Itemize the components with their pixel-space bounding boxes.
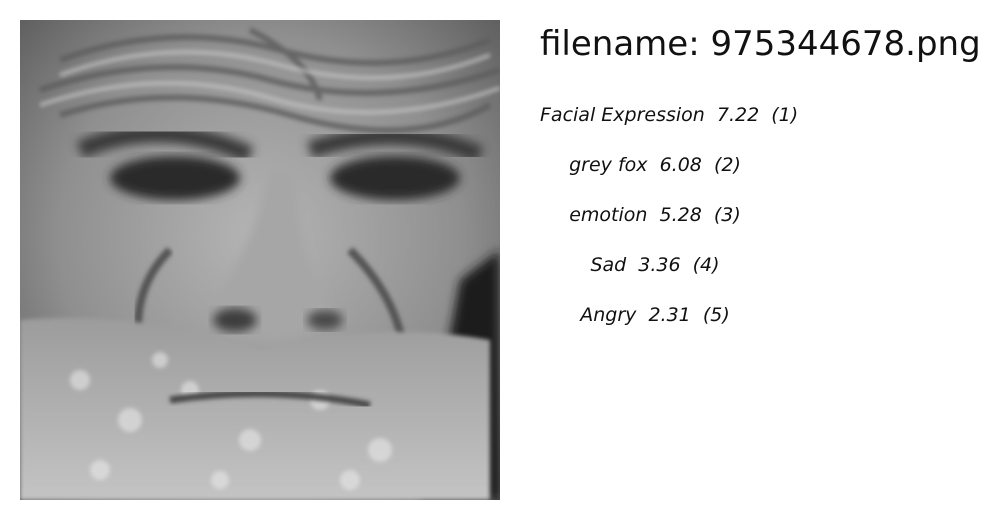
face-photo-graphic [20, 20, 500, 500]
tag-rank: (5) [702, 304, 730, 326]
tag-score: 6.08 [659, 154, 702, 176]
tag-row: Sad 3.36 (4) [540, 252, 770, 302]
tag-rank: (4) [692, 254, 720, 276]
tag-list: Facial Expression 7.22 (1) grey fox 6.08… [540, 102, 798, 352]
tag-row: grey fox 6.08 (2) [540, 152, 770, 202]
tag-score: 3.36 [638, 254, 681, 276]
tag-label: emotion [569, 204, 648, 226]
filename-label: filename: 975344678.png [540, 24, 981, 64]
tag-score: 5.28 [659, 204, 702, 226]
tag-rank: (2) [713, 154, 741, 176]
tag-row: Angry 2.31 (5) [540, 302, 770, 352]
tag-score: 7.22 [716, 104, 760, 126]
tag-label: Angry [580, 304, 637, 326]
face-photo [20, 20, 500, 500]
tag-label: Sad [590, 254, 627, 276]
tag-label: Facial Expression [540, 104, 705, 126]
tag-row: Facial Expression 7.22 (1) [540, 102, 798, 152]
tag-rank: (3) [713, 204, 741, 226]
tag-label: grey fox [569, 154, 648, 176]
tag-score: 2.31 [648, 304, 691, 326]
tag-row: emotion 5.28 (3) [540, 202, 770, 252]
tag-rank: (1) [771, 104, 799, 126]
